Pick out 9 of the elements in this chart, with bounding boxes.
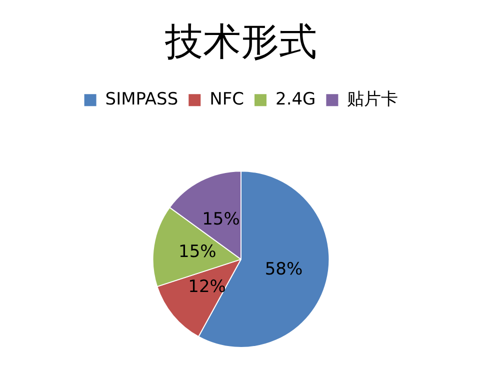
legend-label: 贴片卡 xyxy=(347,90,398,110)
data-label: 15% xyxy=(202,209,240,230)
legend-label: NFC xyxy=(210,90,244,110)
legend-label: 2.4G xyxy=(276,90,316,110)
data-label: 15% xyxy=(178,242,216,262)
data-label: 58% xyxy=(264,260,303,280)
data-label: 12% xyxy=(188,276,226,297)
legend-label: SIMPASS xyxy=(105,90,178,110)
chart-title: 技术形式 xyxy=(164,20,317,64)
